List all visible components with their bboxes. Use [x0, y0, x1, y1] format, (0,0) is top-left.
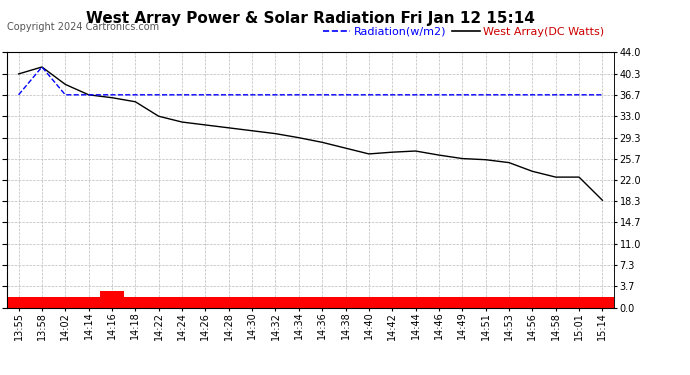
Bar: [264, 297, 287, 307]
Bar: [474, 297, 497, 307]
Bar: [404, 297, 427, 307]
Bar: [147, 297, 170, 307]
Bar: [54, 297, 77, 307]
Bar: [544, 297, 567, 307]
Bar: [30, 297, 54, 307]
Bar: [217, 297, 240, 307]
Bar: [7, 297, 30, 307]
Text: Copyright 2024 Cartronics.com: Copyright 2024 Cartronics.com: [7, 22, 159, 32]
Bar: [521, 297, 544, 307]
Bar: [194, 297, 217, 307]
Bar: [310, 297, 334, 307]
Bar: [240, 297, 264, 307]
Bar: [381, 297, 404, 307]
Bar: [567, 297, 591, 307]
Bar: [497, 297, 521, 307]
Bar: [287, 297, 310, 307]
Legend: Radiation(w/m2), West Array(DC Watts): Radiation(w/m2), West Array(DC Watts): [318, 22, 609, 41]
Bar: [591, 297, 614, 307]
Bar: [170, 297, 194, 307]
Bar: [334, 297, 357, 307]
Bar: [357, 297, 381, 307]
Bar: [427, 297, 451, 307]
Text: West Array Power & Solar Radiation Fri Jan 12 15:14: West Array Power & Solar Radiation Fri J…: [86, 11, 535, 26]
Bar: [77, 297, 100, 307]
Bar: [451, 297, 474, 307]
Bar: [124, 297, 147, 307]
Bar: [100, 291, 124, 308]
